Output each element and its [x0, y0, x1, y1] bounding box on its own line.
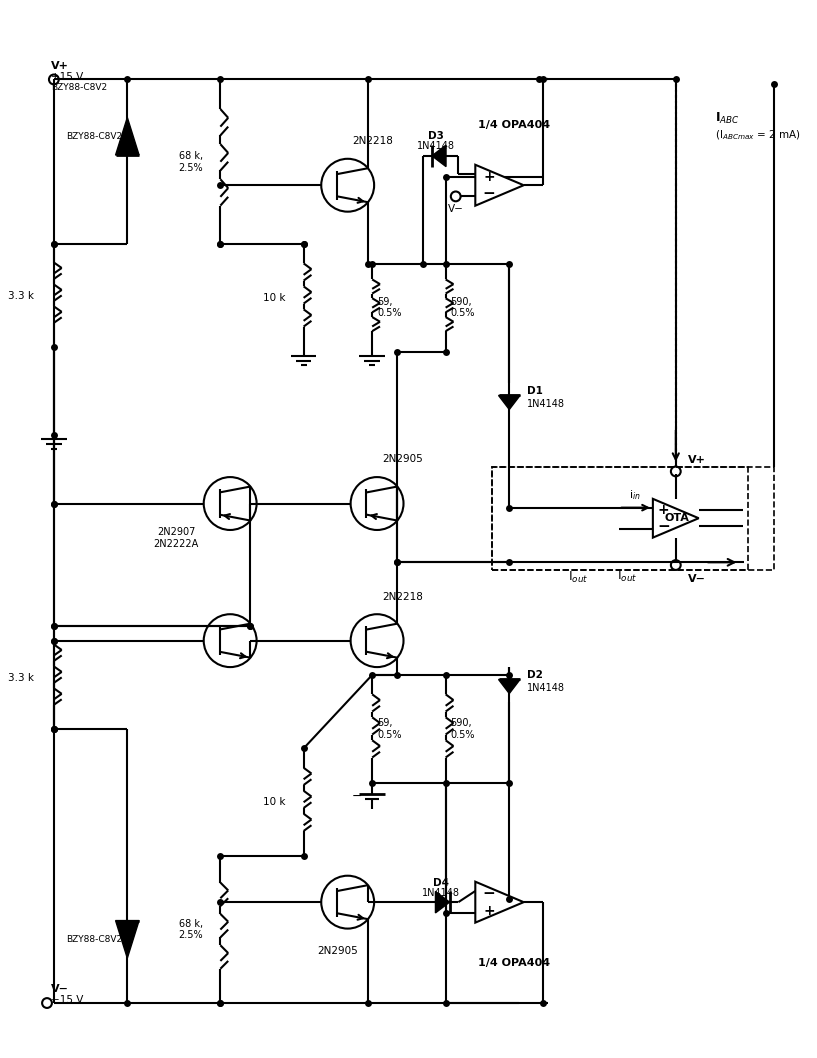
Text: V+: V+: [51, 60, 69, 71]
Text: I$_{out}$: I$_{out}$: [617, 568, 637, 584]
Text: V−: V−: [448, 204, 464, 214]
Text: +: +: [484, 904, 495, 917]
Text: D1: D1: [527, 386, 542, 396]
Text: 59,
0.5%: 59, 0.5%: [377, 718, 402, 740]
Polygon shape: [475, 881, 524, 923]
Text: 1/4 OPA404: 1/4 OPA404: [478, 120, 551, 129]
Polygon shape: [475, 165, 524, 205]
Bar: [492, 467, 748, 570]
Text: 10 k: 10 k: [264, 798, 286, 807]
Text: 1N4148: 1N4148: [417, 141, 455, 151]
Polygon shape: [653, 498, 699, 537]
Text: +: +: [484, 169, 495, 184]
Text: BZY88-C8V2: BZY88-C8V2: [66, 935, 123, 944]
Polygon shape: [115, 920, 139, 959]
Text: D2: D2: [527, 670, 542, 680]
Text: 590,
0.5%: 590, 0.5%: [450, 718, 475, 740]
Text: 2N2905: 2N2905: [382, 455, 422, 464]
Text: 68 k,
2.5%: 68 k, 2.5%: [178, 918, 203, 941]
Text: 2N2905: 2N2905: [318, 946, 359, 956]
Text: +: +: [658, 504, 669, 517]
Text: i$_{in}$: i$_{in}$: [629, 488, 641, 501]
Polygon shape: [498, 679, 520, 694]
Text: (I$_{ABCmax}$ = 2 mA): (I$_{ABCmax}$ = 2 mA): [715, 128, 801, 142]
Text: V+: V+: [688, 455, 705, 464]
Bar: [492, 467, 774, 570]
Text: +15 V: +15 V: [51, 72, 83, 81]
Text: D3: D3: [428, 131, 444, 142]
Text: −15 V: −15 V: [51, 996, 83, 1005]
Text: 1N4148: 1N4148: [422, 889, 460, 898]
Text: 2N2907
2N2222A: 2N2907 2N2222A: [154, 527, 199, 549]
Text: 1/4 OPA404: 1/4 OPA404: [478, 957, 551, 968]
Text: V−: V−: [688, 573, 706, 584]
Text: V−: V−: [51, 984, 69, 995]
Text: I$_{ABC}$: I$_{ABC}$: [715, 111, 740, 126]
Text: I$_{out}$: I$_{out}$: [568, 569, 588, 584]
Polygon shape: [432, 145, 446, 166]
Text: 3.3 k: 3.3 k: [8, 291, 34, 300]
Text: D4: D4: [433, 877, 449, 888]
Text: 2N2218: 2N2218: [353, 136, 394, 146]
Text: −: −: [351, 790, 362, 803]
Text: −: −: [657, 518, 670, 534]
Text: BZY88-C8V2: BZY88-C8V2: [51, 83, 107, 92]
Text: 59,
0.5%: 59, 0.5%: [377, 297, 402, 318]
Text: 10 k: 10 k: [264, 293, 286, 303]
Text: −: −: [483, 887, 495, 901]
Text: 1N4148: 1N4148: [527, 682, 565, 693]
Text: −: −: [483, 186, 495, 201]
Text: 68 k,
2.5%: 68 k, 2.5%: [178, 151, 203, 172]
Text: 590,
0.5%: 590, 0.5%: [450, 297, 475, 318]
Polygon shape: [435, 892, 449, 913]
Text: 3.3 k: 3.3 k: [8, 673, 34, 682]
Polygon shape: [115, 117, 139, 156]
Text: 1N4148: 1N4148: [527, 399, 565, 408]
Text: OTA: OTA: [664, 513, 689, 524]
Text: 2N2218: 2N2218: [382, 591, 423, 602]
Text: BZY88-C8V2: BZY88-C8V2: [66, 132, 123, 141]
Polygon shape: [498, 396, 520, 409]
